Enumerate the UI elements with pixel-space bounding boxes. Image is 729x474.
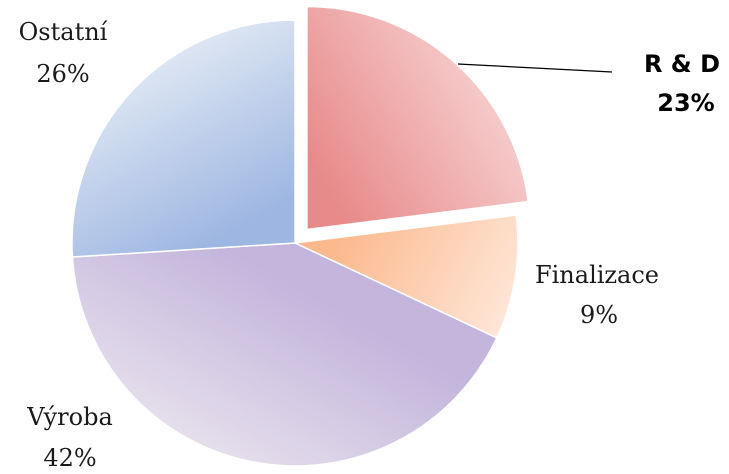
slice-label-finalizace-name: Finalizace <box>535 261 659 289</box>
slice-label-ostatni-percent: 26% <box>36 60 89 88</box>
pie-slice-ostatn <box>71 19 296 258</box>
slice-label-ostatni: Ostatní 26% <box>19 18 108 88</box>
slice-label-finalizace-percent: 9% <box>580 301 618 329</box>
slice-label-ostatni-name: Ostatní <box>19 18 108 46</box>
pie-slice-v-roba <box>71 242 498 467</box>
slice-label-finalizace: Finalizace 9% <box>535 261 659 329</box>
rd-leader-line <box>457 63 613 73</box>
pie-slice-r-d <box>306 5 529 231</box>
slice-label-rd: R & D 23% <box>644 50 720 117</box>
slice-label-vyroba-name: Výroba <box>26 403 113 431</box>
slice-label-rd-percent: 23% <box>657 89 714 117</box>
slice-label-vyroba: Výroba 42% <box>26 403 113 472</box>
slice-label-rd-name: R & D <box>644 50 720 78</box>
slice-label-vyroba-percent: 42% <box>43 444 96 472</box>
pie-slice-finalizace <box>292 214 519 339</box>
pie-slices <box>71 5 529 467</box>
